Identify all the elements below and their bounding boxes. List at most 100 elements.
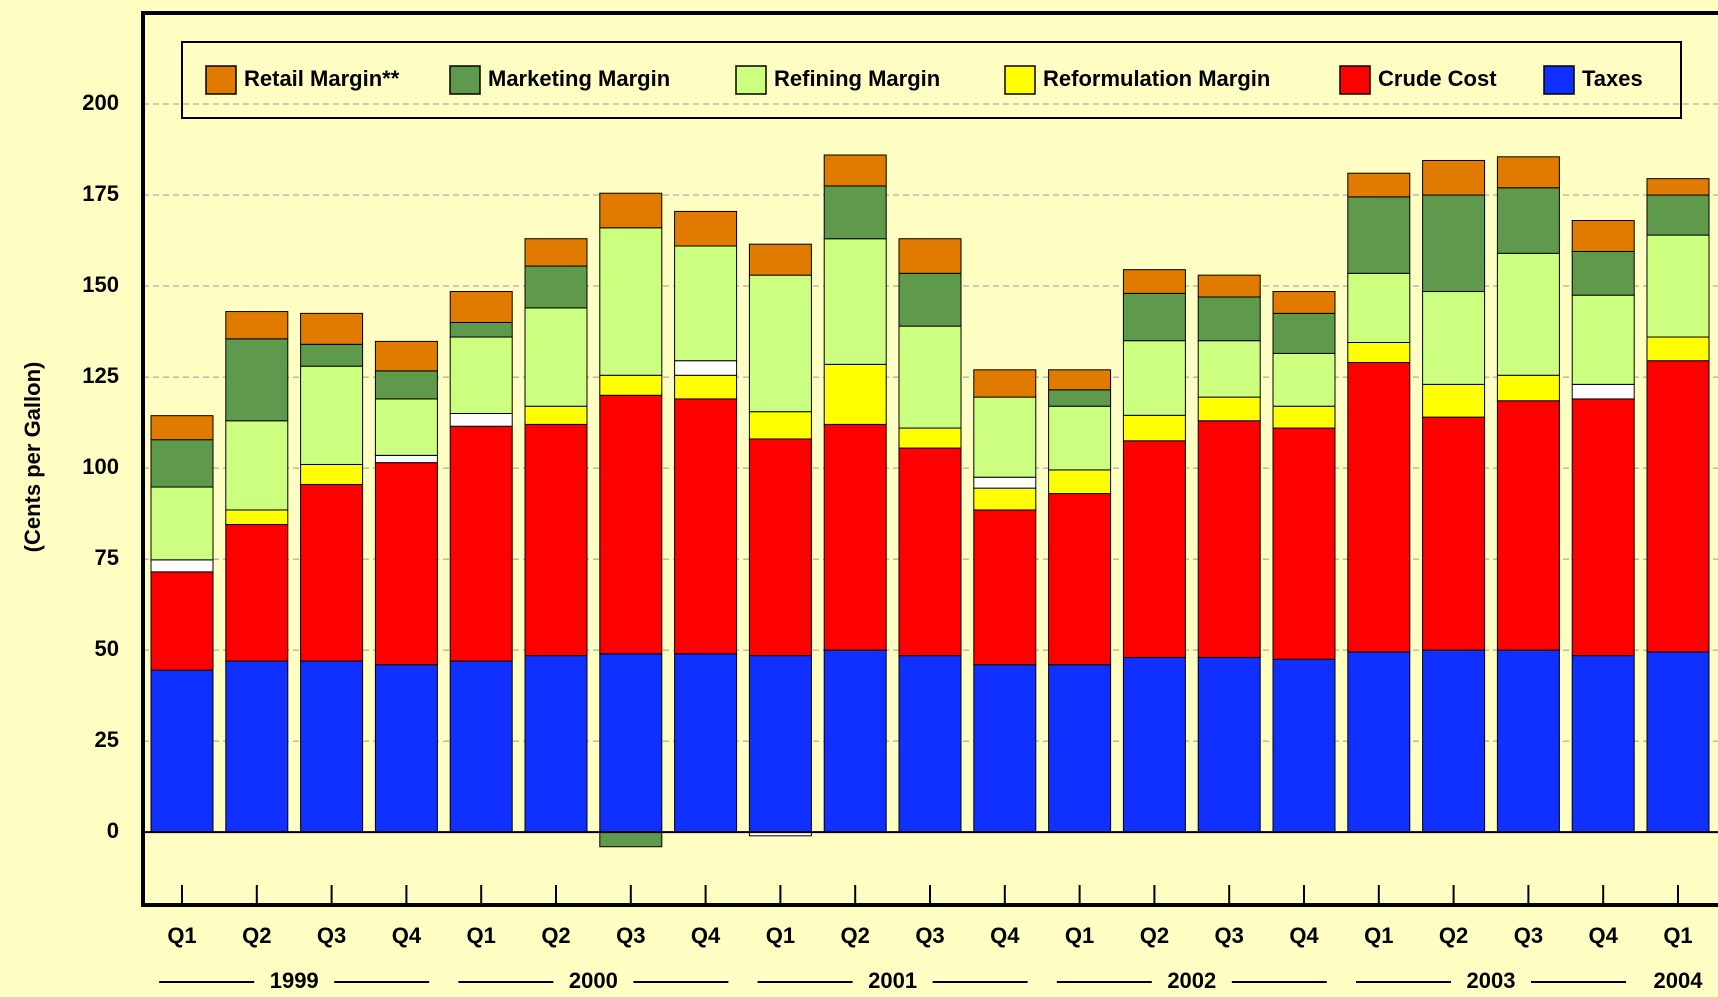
bar-segment xyxy=(225,660,289,833)
year-label: 2000 xyxy=(569,968,618,993)
bar-segment xyxy=(300,312,364,345)
bar-segment xyxy=(1571,250,1635,296)
bar-segment xyxy=(449,336,513,414)
bar-segment xyxy=(1422,194,1486,293)
bar-segment xyxy=(898,325,962,429)
bar-segment xyxy=(1571,383,1635,400)
bar-segment xyxy=(1048,664,1112,833)
bar-segment xyxy=(823,423,887,651)
x-tick-label: Q2 xyxy=(1140,923,1169,948)
bar-segment xyxy=(973,396,1037,478)
x-tick-label: Q1 xyxy=(467,923,496,948)
bar-segment xyxy=(674,398,738,655)
bar-segment xyxy=(1646,234,1710,338)
legend-label: Marketing Margin xyxy=(488,66,670,91)
bar-segment xyxy=(898,655,962,833)
bar-segment xyxy=(1496,649,1560,833)
bar-segment xyxy=(599,374,663,396)
bar-segment xyxy=(374,462,438,666)
bar-segment xyxy=(1048,405,1112,471)
bar-segment xyxy=(1646,178,1710,196)
legend-swatch xyxy=(449,65,481,95)
bar-segment xyxy=(1122,414,1186,442)
y-tick-label: 175 xyxy=(82,181,119,206)
bar-segment xyxy=(1197,656,1261,833)
bar-segment xyxy=(1646,336,1710,362)
bar-segment xyxy=(1197,420,1261,658)
bar-segment xyxy=(1422,291,1486,385)
legend-box xyxy=(181,41,1682,119)
bar-segment xyxy=(1122,340,1186,416)
y-tick-label: 50 xyxy=(95,636,119,661)
bar-segment xyxy=(1347,651,1411,833)
bar-segment xyxy=(1048,369,1112,391)
legend-swatch xyxy=(1543,65,1575,95)
bar-segment xyxy=(1422,416,1486,651)
bar-segment xyxy=(1048,493,1112,666)
year-label: 2003 xyxy=(1467,968,1516,993)
bar-segment xyxy=(150,571,214,671)
bar-segment xyxy=(1122,269,1186,294)
bar-segment xyxy=(973,487,1037,511)
bar-segment xyxy=(973,369,1037,398)
x-tick-label: Q4 xyxy=(691,923,721,948)
bar-segment xyxy=(674,210,738,247)
bar-segment xyxy=(1422,383,1486,418)
bar-segment xyxy=(524,238,588,267)
bar-segment xyxy=(1347,172,1411,198)
year-label: 2004 xyxy=(1654,968,1704,993)
bar-segment xyxy=(225,524,289,662)
bar-segment xyxy=(1496,252,1560,376)
bar-segment xyxy=(973,509,1037,666)
bar-segment xyxy=(1048,469,1112,495)
bar-segment xyxy=(374,454,438,464)
year-label: 1999 xyxy=(270,968,319,993)
bar-segment xyxy=(1197,296,1261,342)
bar-segment xyxy=(1122,292,1186,342)
bar-segment xyxy=(449,412,513,427)
x-tick-label: Q4 xyxy=(1589,923,1619,948)
bar-segment xyxy=(1571,398,1635,657)
bar-segment xyxy=(1496,400,1560,651)
bar-segment xyxy=(973,664,1037,833)
bar-segment xyxy=(300,343,364,367)
bar-segment xyxy=(1347,362,1411,653)
bar-segment xyxy=(374,340,438,372)
bar-segment xyxy=(1272,405,1336,429)
bar-segment xyxy=(374,370,438,400)
bar-segment xyxy=(898,272,962,327)
legend-swatch xyxy=(1004,65,1036,95)
y-tick-label: 100 xyxy=(82,454,119,479)
bar-segment xyxy=(1347,272,1411,343)
x-tick-label: Q3 xyxy=(1215,923,1244,948)
y-tick-label: 75 xyxy=(95,545,119,570)
bar-segment xyxy=(1571,655,1635,833)
bar-segment xyxy=(449,660,513,833)
bar-segment xyxy=(823,649,887,833)
bar-segment xyxy=(1347,196,1411,274)
bar-segment xyxy=(225,338,289,422)
bar-segment xyxy=(300,660,364,833)
x-tick-label: Q1 xyxy=(1065,923,1094,948)
bar-segment xyxy=(225,509,289,526)
x-tick-label: Q4 xyxy=(990,923,1020,948)
x-tick-label: Q1 xyxy=(1663,923,1692,948)
legend-swatch xyxy=(735,65,767,95)
bar-segment xyxy=(1272,312,1336,354)
bar-segment xyxy=(1122,440,1186,658)
bar-segment xyxy=(1272,291,1336,314)
bar-segment xyxy=(823,363,887,425)
x-tick-label: Q1 xyxy=(766,923,795,948)
bar-segment xyxy=(748,243,812,276)
y-axis-label: (Cents per Gallon) xyxy=(20,362,45,553)
bar-segment xyxy=(1422,649,1486,833)
bar-segment xyxy=(1197,396,1261,422)
bar-segment xyxy=(300,463,364,485)
bar-segment xyxy=(674,653,738,833)
x-tick-label: Q2 xyxy=(541,923,570,948)
bar-segment xyxy=(1197,274,1261,298)
bar-segment xyxy=(1646,651,1710,833)
bar-segment xyxy=(300,483,364,662)
bar-segment xyxy=(599,831,663,848)
bar-segment xyxy=(1048,389,1112,407)
